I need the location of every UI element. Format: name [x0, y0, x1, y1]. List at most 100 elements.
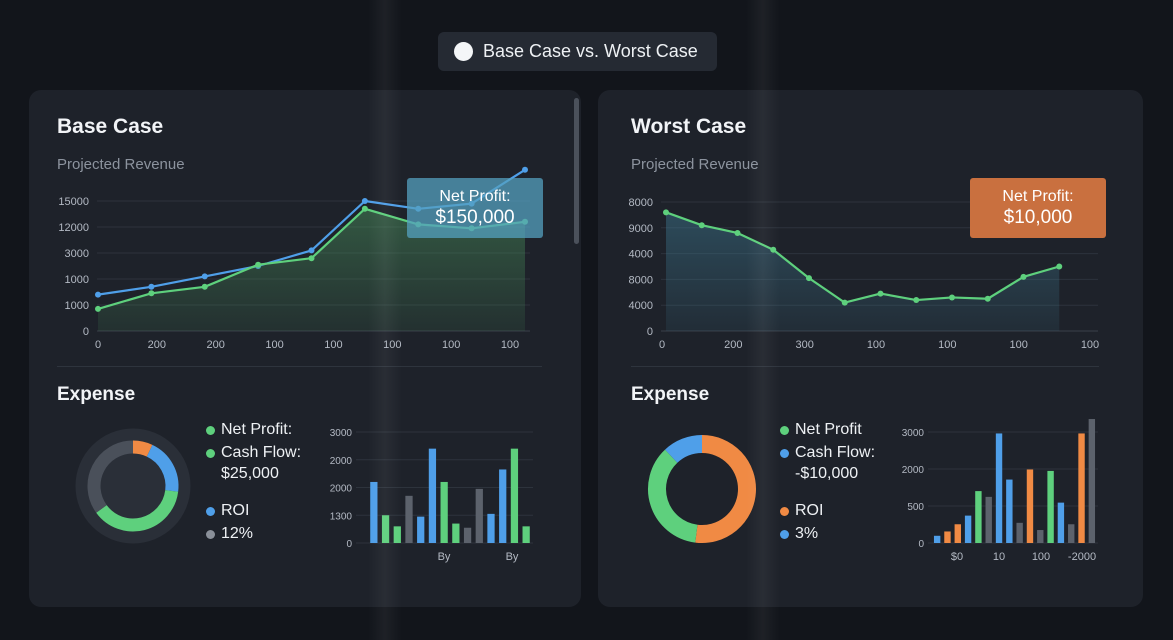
- legend-text: Net Profit: [795, 421, 862, 438]
- legend-dot-icon: [780, 448, 789, 458]
- y-tick-label: 1000: [65, 300, 89, 312]
- bar: [370, 481, 378, 543]
- bar: [1088, 419, 1096, 543]
- x-tick-label: 100: [1081, 339, 1099, 351]
- y-tick-label: 15000: [58, 196, 89, 208]
- series-line: [665, 211, 1060, 304]
- data-point: [663, 209, 669, 216]
- worst-net-profit-callout: Net Profit: $10,000: [970, 178, 1106, 238]
- base-revenue-subtitle: Projected Revenue: [57, 156, 185, 173]
- data-point: [522, 166, 528, 173]
- x-tick-label: $0: [951, 551, 963, 563]
- base-expense-title: Expense: [57, 384, 136, 405]
- scenario-toggle-label: Base Case vs. Worst Case: [483, 41, 698, 61]
- bar: [487, 513, 495, 543]
- legend-dot-icon: [780, 506, 789, 516]
- y-tick-label: 0: [83, 326, 89, 338]
- legend-text: 3%: [795, 525, 819, 542]
- x-tick-label: 200: [148, 339, 166, 351]
- legend-item: ROI: [780, 502, 823, 520]
- bar: [510, 448, 519, 543]
- x-tick-label: 300: [795, 339, 813, 351]
- legend-text: Net Profit:: [221, 421, 293, 438]
- y-tick-label: 3000: [330, 428, 353, 439]
- x-tick-label: 100: [1032, 551, 1050, 563]
- data-point: [361, 205, 368, 212]
- x-tick-label: 200: [207, 339, 225, 351]
- data-point: [1056, 263, 1063, 270]
- donut-slice: [132, 440, 153, 457]
- y-tick-label: 3000: [902, 428, 925, 439]
- scenario-toggle[interactable]: Base Case vs. Worst Case: [438, 32, 717, 71]
- bar: [381, 515, 390, 543]
- legend-item: Net Profit: [780, 421, 862, 439]
- legend-item: Net Profit:: [206, 421, 292, 439]
- legend-dot-icon: [780, 529, 789, 539]
- bar: [428, 448, 437, 543]
- y-tick-label: 2000: [902, 465, 925, 476]
- bar: [1026, 469, 1034, 543]
- bar: [452, 523, 460, 543]
- x-tick-label: By: [506, 551, 519, 563]
- data-point: [201, 283, 208, 290]
- x-tick-label: 100: [442, 339, 460, 351]
- data-point: [770, 246, 777, 253]
- legend-item: 12%: [206, 525, 253, 543]
- worst-revenue-subtitle: Projected Revenue: [631, 156, 759, 173]
- data-point: [877, 290, 884, 297]
- area-fill: [666, 212, 1060, 331]
- scrollbar[interactable]: [574, 98, 579, 244]
- x-tick-label: 100: [324, 339, 342, 351]
- legend-item: 3%: [780, 525, 818, 543]
- data-point: [949, 294, 955, 301]
- bar: [1016, 522, 1023, 543]
- legend-text: Cash Flow:: [221, 444, 302, 461]
- data-point: [255, 261, 262, 268]
- bar: [1047, 470, 1054, 543]
- y-tick-label: 2000: [330, 456, 353, 467]
- data-point: [984, 295, 991, 302]
- bar: [393, 526, 401, 543]
- x-tick-label: By: [438, 551, 451, 563]
- area-fill: [98, 208, 525, 331]
- bar: [1078, 433, 1085, 543]
- x-tick-label: 100: [938, 339, 956, 351]
- legend-item: Cash Flow:: [780, 444, 875, 462]
- data-point: [361, 198, 368, 204]
- legend-item: ROI: [206, 502, 249, 520]
- bar: [933, 535, 941, 543]
- bar: [975, 491, 982, 543]
- bar: [1037, 530, 1044, 543]
- bar: [995, 433, 1003, 543]
- data-point: [308, 247, 315, 254]
- data-point: [1020, 273, 1027, 280]
- data-point: [201, 273, 208, 280]
- base-net-profit-value: $150,000: [435, 206, 515, 228]
- worst-net-profit-value: $10,000: [1003, 206, 1073, 228]
- data-point: [913, 297, 920, 304]
- legend-text: 12%: [221, 525, 254, 542]
- x-tick-label: 100: [1009, 339, 1027, 351]
- bar: [1068, 524, 1075, 543]
- y-tick-label: 9000: [629, 223, 653, 235]
- legend-text: ROI: [795, 502, 824, 519]
- y-tick-label: 2000: [330, 484, 353, 495]
- y-tick-label: 1000: [65, 274, 89, 286]
- bar: [1057, 502, 1065, 543]
- donut-slice: [665, 435, 703, 464]
- bar: [944, 531, 951, 543]
- y-tick-label: 0: [647, 326, 653, 338]
- data-point: [308, 255, 315, 262]
- x-tick-label: 10: [993, 551, 1005, 563]
- y-tick-label: 0: [918, 539, 924, 550]
- data-point: [148, 283, 155, 290]
- y-tick-label: 0: [346, 539, 352, 550]
- x-tick-label: 100: [867, 339, 885, 351]
- toggle-radio-icon[interactable]: [454, 42, 473, 61]
- legend-text: -$10,000: [795, 465, 859, 482]
- base-net-profit-label: Net Profit:: [439, 187, 511, 205]
- y-tick-label: 4000: [629, 249, 653, 261]
- legend-dot-icon: [206, 529, 215, 539]
